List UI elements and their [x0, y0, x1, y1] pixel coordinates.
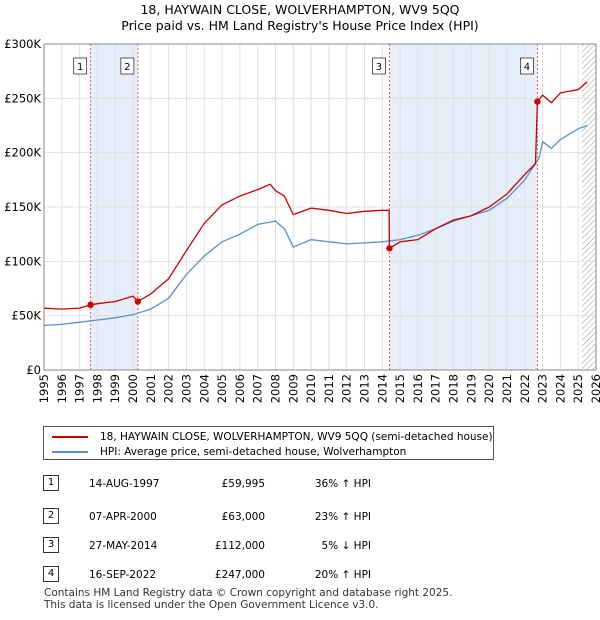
sale-point — [386, 245, 393, 252]
x-tick-label: 1999 — [108, 374, 122, 403]
chart-legend: 18, HAYWAIN CLOSE, WOLVERHAMPTON, WV9 5Q… — [43, 426, 494, 460]
x-tick-label: 2018 — [447, 374, 461, 403]
x-tick-label: 2010 — [304, 374, 318, 403]
x-tick-label: 2024 — [553, 374, 567, 403]
x-tick-label: 2006 — [233, 374, 247, 403]
x-tick-label: 1998 — [90, 374, 104, 403]
y-tick-label: £150K — [4, 200, 41, 214]
sale-price: £59,995 — [221, 478, 265, 490]
legend-swatch-hpi — [52, 451, 88, 453]
sale-date: 16-SEP-2022 — [89, 569, 157, 581]
sale-number-label: 3 — [376, 62, 382, 73]
chart-title-line1: 18, HAYWAIN CLOSE, WOLVERHAMPTON, WV9 5Q… — [140, 2, 460, 17]
x-tick-label: 2016 — [411, 374, 425, 403]
x-tick-label: 2001 — [144, 374, 158, 403]
sale-number-label: 4 — [524, 62, 530, 73]
x-tick-label: 2023 — [536, 374, 550, 403]
sale-hpi-diff: 20% ↑ HPI — [314, 569, 371, 581]
sale-price: £112,000 — [214, 540, 265, 552]
footer-attribution: Contains HM Land Registry data © Crown c… — [44, 587, 452, 611]
sale-hpi-diff: 5% ↓ HPI — [321, 540, 371, 552]
sale-price: £63,000 — [221, 511, 265, 523]
sale-hpi-diff: 23% ↑ HPI — [314, 511, 371, 523]
sale-point — [87, 301, 94, 309]
y-tick-label: £50K — [12, 309, 42, 323]
x-tick-label: 2025 — [571, 374, 585, 403]
plot-frame — [43, 43, 597, 371]
legend-label-property: 18, HAYWAIN CLOSE, WOLVERHAMPTON, WV9 5Q… — [100, 431, 493, 443]
sale-number-box — [372, 57, 386, 75]
sale-number-badge: 4 — [43, 566, 59, 582]
sale-number-label: 1 — [77, 62, 83, 73]
x-tick-label: 2026 — [589, 374, 600, 403]
sale-price: £247,000 — [214, 569, 265, 581]
x-tick-label: 2005 — [215, 374, 229, 403]
x-tick-label: 2011 — [322, 374, 336, 403]
sale-number-label: 2 — [124, 62, 130, 73]
footer-line2: This data is licensed under the Open Gov… — [44, 599, 379, 611]
x-tick-label: 2019 — [464, 374, 478, 403]
y-tick-label: £250K — [4, 91, 41, 105]
sale-number-box — [73, 57, 88, 75]
legend-item-hpi: HPI: Average price, semi-detached house,… — [52, 445, 406, 459]
legend-item-property: 18, HAYWAIN CLOSE, WOLVERHAMPTON, WV9 5Q… — [52, 430, 493, 444]
x-tick-label: 1997 — [73, 374, 87, 403]
price-chart: 1 2 3 4 £0 £50K £100K £150K £200K £250K £300K 1995 1… — [4, 37, 600, 403]
table-row: 4 16-SEP-2022 £247,000 20% ↑ HPI — [0, 566, 600, 586]
x-tick-label: 2015 — [393, 374, 407, 403]
x-tick-label: 2007 — [251, 374, 265, 403]
x-tick-label: 2002 — [162, 374, 176, 403]
x-tick-label: 2022 — [518, 374, 532, 403]
sale-number-badge: 2 — [43, 508, 59, 524]
sale-number-box — [120, 57, 135, 75]
x-tick-label: 1995 — [37, 374, 51, 403]
sale-number-badge: 1 — [43, 475, 59, 491]
sale-number-badge: 3 — [43, 537, 59, 553]
x-tick-label: 2017 — [429, 374, 443, 403]
x-tick-label: 1996 — [55, 374, 69, 403]
sale-date: 07-APR-2000 — [89, 511, 157, 523]
x-tick-label: 2008 — [268, 374, 282, 403]
legend-label-hpi: HPI: Average price, semi-detached house,… — [100, 446, 407, 458]
x-tick-label: 2021 — [500, 374, 514, 403]
x-tick-label: 2020 — [482, 374, 496, 403]
chart-title-line2: Price paid vs. HM Land Registry's House … — [121, 18, 479, 33]
sale-date: 27-MAY-2014 — [89, 540, 158, 552]
legend-swatch-property — [52, 436, 88, 438]
y-tick-label: £0 — [26, 363, 41, 377]
chart-title: 18, HAYWAIN CLOSE, WOLVERHAMPTON, WV9 5Q… — [0, 2, 600, 34]
footer-line1: Contains HM Land Registry data © Crown c… — [44, 587, 453, 599]
x-tick-label: 2013 — [358, 374, 372, 403]
table-row: 2 07-APR-2000 £63,000 23% ↑ HPI — [0, 508, 600, 528]
x-tick-label: 2014 — [375, 374, 389, 403]
sale-date: 14-AUG-1997 — [89, 478, 160, 490]
sale-point — [134, 298, 142, 305]
x-tick-label: 2003 — [179, 374, 193, 403]
x-tick-label: 2009 — [286, 374, 300, 403]
sale-number-box — [520, 57, 534, 75]
x-tick-label: 2004 — [197, 374, 211, 403]
sale-hpi-diff: 36% ↑ HPI — [314, 478, 371, 490]
y-tick-label: £100K — [4, 254, 41, 268]
x-tick-label: 2012 — [340, 374, 354, 403]
table-row: 3 27-MAY-2014 £112,000 5% ↓ HPI — [0, 537, 600, 557]
table-row: 1 14-AUG-1997 £59,995 36% ↑ HPI — [0, 475, 600, 495]
hpi-line — [43, 124, 588, 327]
sale-point — [534, 98, 541, 105]
y-tick-label: £300K — [4, 37, 41, 51]
y-tick-label: £200K — [4, 146, 41, 160]
x-tick-label: 2000 — [126, 374, 140, 403]
